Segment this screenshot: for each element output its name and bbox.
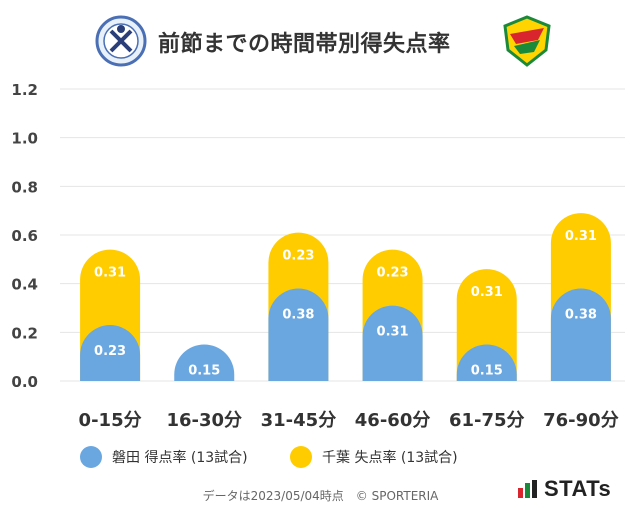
- chart-header: 前節までの時間帯別得失点率: [0, 0, 641, 80]
- chart-title: 前節までの時間帯別得失点率: [158, 32, 451, 57]
- y-tick-label: 0.4: [11, 276, 38, 294]
- y-tick-label: 1.0: [11, 130, 38, 148]
- data-label-chiba: 0.31: [94, 266, 126, 281]
- legend-label-iwata: 磐田 得点率 (13試合): [112, 450, 248, 466]
- bar-iwata-scored: [268, 288, 329, 381]
- jef-chiba-crest-icon: [503, 15, 551, 67]
- stats-brand: STATs: [518, 476, 638, 502]
- y-tick-label: 0.0: [11, 373, 38, 391]
- legend-label-chiba: 千葉 失点率 (13試合): [322, 450, 458, 466]
- y-tick-label: 0.2: [11, 324, 38, 342]
- x-category-label: 31-45分: [261, 410, 337, 431]
- x-category-label: 16-30分: [166, 410, 242, 431]
- legend-item-iwata: 磐田 得点率 (13試合): [80, 446, 248, 468]
- x-category-label: 61-75分: [449, 410, 525, 431]
- data-label-iwata: 0.15: [471, 364, 503, 379]
- bar-iwata-scored: [174, 344, 235, 381]
- y-tick-label: 0.8: [11, 178, 38, 196]
- legend-item-chiba: 千葉 失点率 (13試合): [290, 446, 458, 468]
- bar-iwata-scored: [362, 305, 423, 381]
- bar-iwata-scored: [456, 344, 517, 381]
- data-label-iwata: 0.23: [94, 344, 126, 359]
- data-label-chiba: 0.31: [565, 229, 597, 244]
- data-label-iwata: 0.15: [188, 364, 220, 379]
- x-category-label: 76-90分: [543, 410, 619, 431]
- chart-legend: 磐田 得点率 (13試合) 千葉 失点率 (13試合): [0, 446, 641, 476]
- x-category-label: 0-15分: [79, 410, 142, 431]
- bar-iwata-scored: [80, 325, 141, 381]
- data-label-chiba: 0.31: [471, 285, 503, 300]
- jubilo-iwata-crest-icon: [95, 15, 147, 67]
- data-label-chiba: 0.23: [282, 249, 314, 264]
- data-label-iwata: 0.38: [565, 308, 597, 323]
- y-tick-label: 0.6: [11, 227, 38, 245]
- y-tick-label: 1.2: [11, 81, 38, 99]
- bar-iwata-scored: [550, 288, 611, 381]
- stacked-bar-chart: 0.0 0.2 0.4 0.6 0.8 1.0 1.2 0.23 0.31 0-15分 0.15 16…: [11, 81, 625, 431]
- data-label-iwata: 0.31: [377, 325, 409, 340]
- data-label-chiba: 0.23: [377, 266, 409, 281]
- data-label-iwata: 0.38: [282, 308, 314, 323]
- x-category-label: 46-60分: [355, 410, 431, 431]
- legend-swatch-blue: [80, 446, 102, 468]
- legend-swatch-yellow: [290, 446, 312, 468]
- stats-bars-icon: [518, 480, 537, 498]
- stats-brand-label: STATs: [544, 476, 612, 501]
- data-source-note: データは2023/05/04時点 © SPORTERIA: [202, 489, 439, 503]
